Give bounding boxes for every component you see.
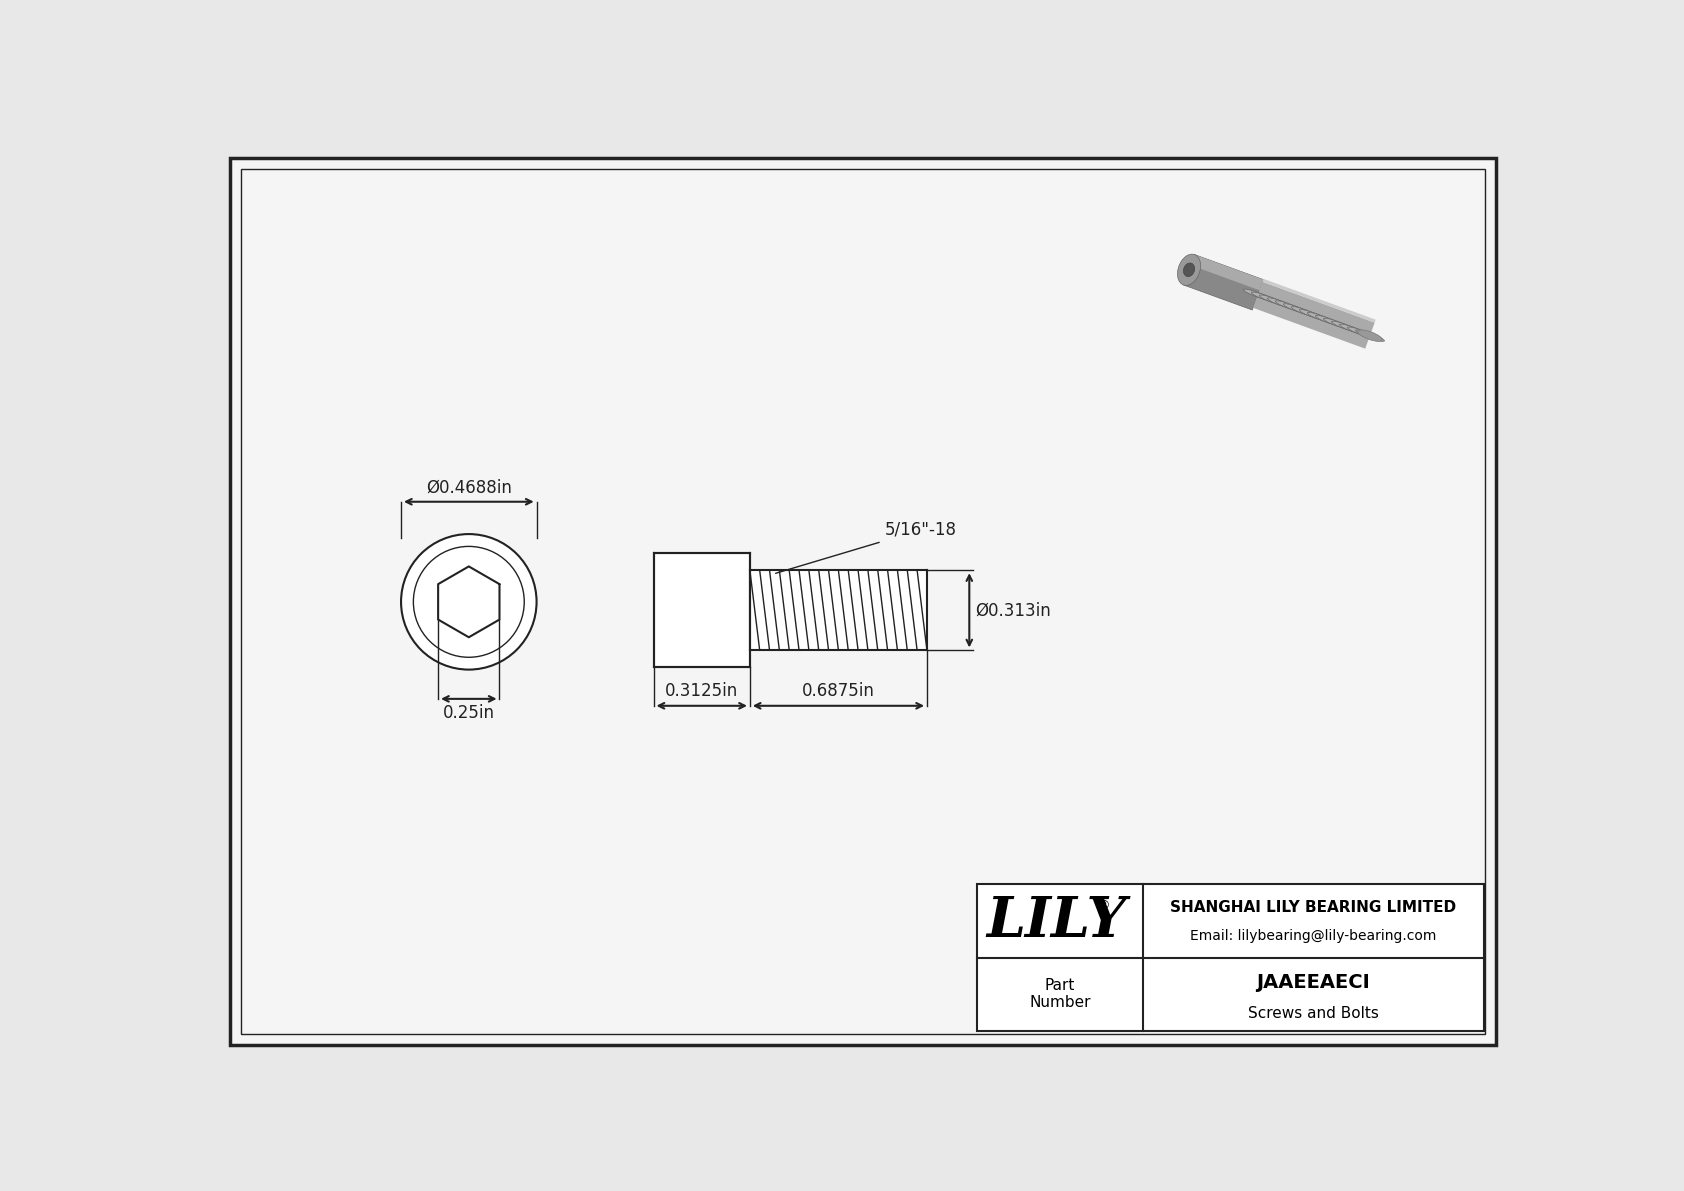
Bar bbox=[653, 554, 749, 667]
Text: Part
Number: Part Number bbox=[1029, 978, 1091, 1010]
Text: 0.3125in: 0.3125in bbox=[665, 682, 738, 700]
Ellipse shape bbox=[1268, 298, 1297, 310]
Ellipse shape bbox=[1300, 310, 1329, 320]
Polygon shape bbox=[1184, 255, 1263, 310]
Polygon shape bbox=[1263, 279, 1376, 323]
Bar bbox=[749, 570, 926, 650]
Polygon shape bbox=[1191, 255, 1263, 291]
Ellipse shape bbox=[1260, 295, 1288, 306]
Bar bbox=[977, 885, 1484, 1030]
Text: ®: ® bbox=[1098, 899, 1110, 912]
Ellipse shape bbox=[1356, 330, 1384, 342]
Polygon shape bbox=[1253, 282, 1374, 349]
Text: Screws and Bolts: Screws and Bolts bbox=[1248, 1006, 1379, 1022]
Ellipse shape bbox=[1332, 322, 1361, 332]
Ellipse shape bbox=[1324, 318, 1352, 330]
Ellipse shape bbox=[1283, 304, 1312, 316]
Ellipse shape bbox=[1292, 306, 1320, 318]
Ellipse shape bbox=[1177, 254, 1201, 286]
Text: 0.25in: 0.25in bbox=[443, 704, 495, 722]
Text: Ø0.313in: Ø0.313in bbox=[975, 601, 1051, 619]
Text: JAAEEAECI: JAAEEAECI bbox=[1256, 973, 1371, 992]
Ellipse shape bbox=[1347, 328, 1376, 338]
Ellipse shape bbox=[1184, 263, 1194, 276]
Circle shape bbox=[401, 534, 537, 669]
Text: SHANGHAI LILY BEARING LIMITED: SHANGHAI LILY BEARING LIMITED bbox=[1170, 900, 1457, 915]
Ellipse shape bbox=[1315, 316, 1344, 326]
Text: Ø0.4688in: Ø0.4688in bbox=[426, 479, 512, 497]
Ellipse shape bbox=[1307, 312, 1337, 324]
Ellipse shape bbox=[1243, 289, 1273, 300]
Text: 0.6875in: 0.6875in bbox=[802, 682, 876, 700]
Text: Email: lilybearing@lily-bearing.com: Email: lilybearing@lily-bearing.com bbox=[1191, 929, 1436, 943]
Text: LILY: LILY bbox=[985, 893, 1127, 948]
Circle shape bbox=[413, 547, 524, 657]
Ellipse shape bbox=[1339, 324, 1369, 336]
Ellipse shape bbox=[1357, 330, 1383, 342]
Ellipse shape bbox=[1251, 292, 1280, 304]
Text: 5/16"-18: 5/16"-18 bbox=[776, 520, 957, 573]
Ellipse shape bbox=[1275, 301, 1305, 312]
